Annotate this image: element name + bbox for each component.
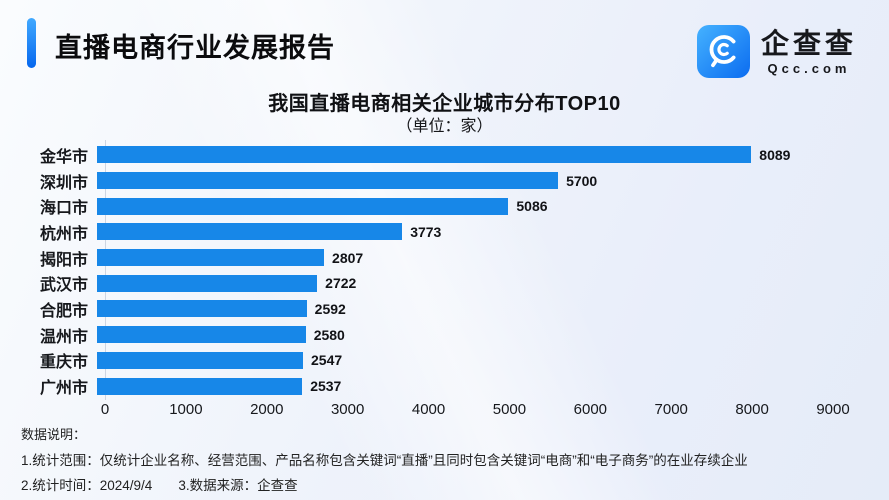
bar-track: 2807 [97, 249, 825, 267]
x-tick-label: 6000 [573, 401, 608, 418]
bar [97, 351, 304, 369]
x-tick-label: 9000 [816, 401, 850, 418]
bar-row: 深圳市 5700 [0, 168, 889, 194]
category-label: 金华市 [39, 148, 88, 166]
value-label: 2592 [314, 300, 346, 317]
chart-title: 我国直播电商相关企业城市分布TOP10 [268, 93, 621, 115]
footer-note-scope: 1.统计范围：仅统计企业名称、经营范围、产品名称包含关键词“直播”且同时包含关键… [21, 453, 748, 468]
category-label: 揭阳市 [39, 251, 88, 269]
bar-track: 2580 [97, 326, 825, 344]
bar-row: 金华市 8089 [0, 142, 889, 168]
value-label: 2537 [310, 378, 342, 395]
bar-track: 5086 [97, 197, 825, 215]
bar-track: 2592 [97, 300, 825, 318]
bar [97, 197, 509, 215]
category-label: 海口市 [39, 200, 88, 218]
x-tick-label: 8000 [735, 401, 769, 418]
x-axis: 0 1000 2000 3000 4000 5000 6000 7000 8000 9000 [101, 401, 850, 421]
bar-track: 5700 [97, 172, 825, 190]
report-title: 直播电商行业发展报告 [55, 33, 335, 63]
value-label: 8089 [759, 146, 791, 163]
bar-row: 合肥市 2592 [0, 296, 889, 322]
value-label: 2580 [313, 326, 345, 343]
chart-subtitle: （单位：家） [396, 118, 493, 135]
x-tick-label: 2000 [250, 401, 284, 418]
value-label: 5700 [566, 172, 598, 189]
qcc-magnifier-icon [696, 25, 750, 78]
bar-row: 重庆市 2547 [0, 348, 889, 374]
bar-track: 8089 [97, 146, 825, 164]
bar [97, 249, 325, 267]
bar [97, 300, 307, 318]
x-tick-label: 4000 [411, 401, 446, 418]
bar [97, 172, 559, 190]
logo-domain: Qcc.com [767, 61, 851, 77]
category-label: 重庆市 [39, 354, 88, 372]
category-label: 武汉市 [39, 277, 88, 295]
bar [97, 377, 303, 395]
bar [97, 274, 318, 292]
bar-rows: 金华市 8089 深圳市 5700 海口市 5086 杭州市 3773 揭阳市 2807 武汉市 27… [0, 142, 889, 399]
bar-row: 武汉市 2722 [0, 270, 889, 296]
category-label: 杭州市 [39, 225, 88, 243]
bar-row: 广州市 2537 [0, 373, 889, 399]
qcc-logo: 企查查 Qcc.com [696, 25, 857, 78]
x-tick-label: 1000 [169, 401, 203, 418]
value-label: 2807 [332, 249, 364, 266]
title-accent-bar [27, 18, 36, 68]
footer-line2: 2.统计时间：2024/9/4 3.数据来源：企查查 [21, 474, 298, 494]
footer-heading: 数据说明： [21, 427, 87, 442]
bar-row: 温州市 2580 [0, 322, 889, 348]
footer-note-time: 2.统计时间：2024/9/4 [21, 478, 153, 493]
bar-row: 揭阳市 2807 [0, 245, 889, 271]
category-label: 合肥市 [39, 302, 88, 320]
logo-brand-name: 企查查 [760, 27, 857, 59]
x-tick-label: 0 [100, 401, 110, 418]
value-label: 5086 [516, 198, 548, 215]
value-label: 3773 [410, 223, 442, 240]
logo-text: 企查查 Qcc.com [761, 27, 857, 77]
category-label: 温州市 [39, 328, 88, 346]
x-tick-label: 7000 [654, 401, 688, 418]
bar [97, 223, 403, 241]
bar-row: 海口市 5086 [0, 193, 889, 219]
x-tick-label: 3000 [330, 401, 365, 418]
bar-track: 2547 [97, 351, 825, 369]
category-label: 广州市 [39, 380, 88, 398]
bar [97, 146, 752, 164]
bar-row: 杭州市 3773 [0, 219, 889, 245]
value-label: 2722 [325, 275, 357, 292]
bar-track: 2722 [97, 274, 825, 292]
footer-note-source: 3.数据来源：企查查 [178, 478, 298, 493]
value-label: 2547 [311, 352, 343, 369]
bar [97, 326, 306, 344]
category-label: 深圳市 [39, 174, 88, 192]
y-axis-line [105, 140, 106, 400]
x-tick-label: 5000 [492, 401, 527, 418]
bar-track: 2537 [97, 377, 825, 395]
bar-track: 3773 [97, 223, 825, 241]
